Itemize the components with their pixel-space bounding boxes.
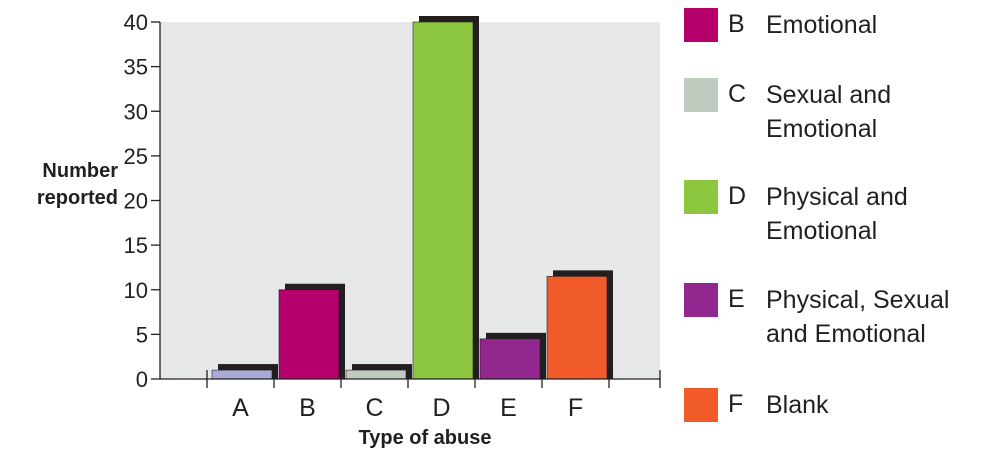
axes: A B C D E F [159,22,661,422]
x-tick-label: E [500,394,517,422]
bar [546,276,608,380]
y-tick-label: 5 [136,322,148,347]
x-axis-label: Type of abuse [358,427,492,449]
bar [278,289,340,380]
legend-swatch-d [684,180,718,214]
legend-label-e: Physical, Sexual and Emotional [766,286,950,348]
y-tick-label: 10 [124,278,148,303]
bar [412,21,474,380]
y-tick-label: 40 [124,10,148,35]
y-axis-ticks: 0 5 10 15 20 25 30 35 40 [124,10,160,392]
y-tick-label: 25 [124,144,148,169]
y-tick-label: 0 [136,367,148,392]
legend-key-f: F [728,390,744,418]
legend-key-b: B [728,10,745,38]
bar-chart: 0 5 10 15 20 25 30 35 40 A B C D E F [124,10,661,422]
legend-swatch-e [684,283,718,317]
legend-key-c: C [728,80,747,108]
legend: B Emotional C Sexual and Emotional D Phy… [684,0,991,454]
x-tick-label: C [365,394,383,422]
bar [211,369,273,380]
bars [211,16,613,380]
legend-label-d: Physical and Emotional [766,183,908,245]
legend-label-f: Blank [766,391,829,419]
bar [479,338,541,380]
legend-key-e: E [728,285,745,313]
x-tick-label: F [568,394,583,422]
y-tick-label: 15 [124,233,148,258]
x-tick-label: A [232,394,249,422]
legend-label-c: Sexual and Emotional [766,81,892,143]
legend-key-d: D [728,182,747,210]
y-tick-label: 30 [124,99,148,124]
legend-label-b: Emotional [766,11,878,39]
legend-swatch-f [684,388,718,422]
bar [345,369,407,380]
y-tick-label: 20 [124,189,148,214]
x-tick-label: B [299,394,316,422]
legend-swatch-c [684,78,718,112]
x-tick-label: D [432,394,450,422]
y-tick-label: 35 [124,55,148,80]
legend-swatch-b [684,8,718,42]
y-axis-label: Number reported [36,160,118,209]
